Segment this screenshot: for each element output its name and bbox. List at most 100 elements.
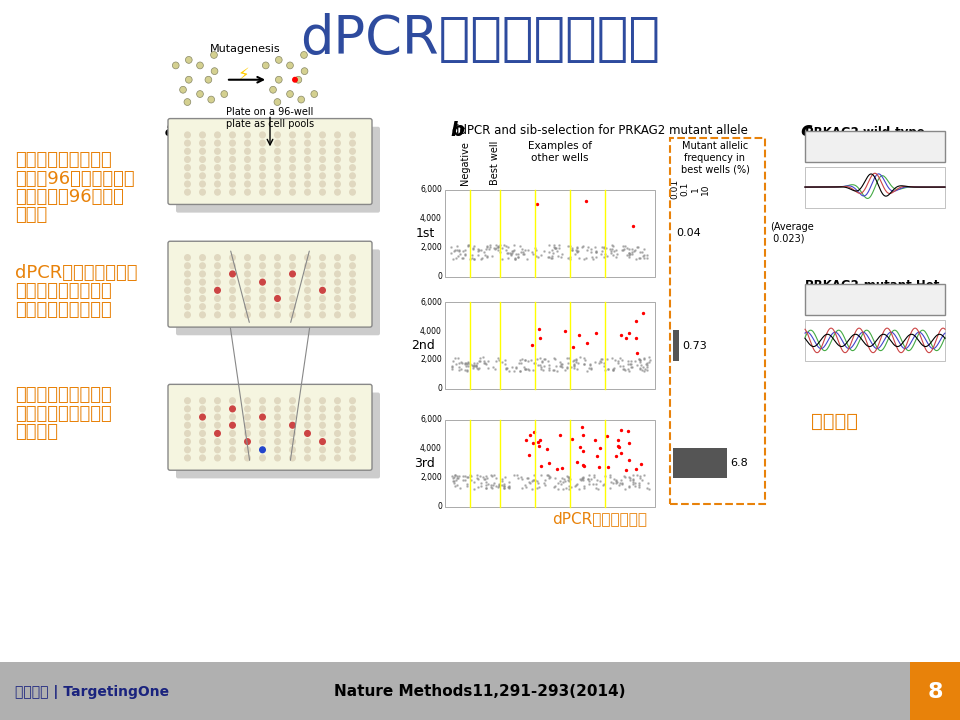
Point	[575, 472, 590, 483]
Point	[568, 354, 584, 365]
Point	[601, 461, 616, 472]
Point	[592, 355, 608, 366]
Circle shape	[200, 312, 205, 318]
Circle shape	[215, 181, 220, 187]
Point	[512, 354, 527, 366]
Circle shape	[260, 414, 265, 420]
Point	[589, 450, 605, 462]
Point	[562, 471, 577, 482]
Bar	[673, 330, 679, 361]
Circle shape	[320, 423, 325, 428]
Circle shape	[215, 165, 220, 171]
Circle shape	[320, 132, 325, 138]
Point	[540, 469, 555, 481]
Point	[569, 241, 585, 253]
Point	[516, 248, 531, 260]
Point	[577, 359, 592, 370]
Text: 4,000: 4,000	[420, 214, 442, 223]
Point	[636, 243, 652, 255]
Point	[451, 245, 467, 256]
Text: T: T	[915, 141, 922, 151]
Point	[594, 241, 610, 253]
Circle shape	[335, 398, 340, 404]
Point	[588, 474, 604, 486]
Point	[461, 361, 476, 372]
Point	[501, 482, 516, 494]
Point	[468, 360, 484, 372]
Point	[469, 249, 485, 261]
Point	[620, 426, 636, 437]
Text: C: C	[822, 294, 828, 305]
Point	[460, 478, 475, 490]
Point	[517, 479, 533, 490]
Circle shape	[211, 68, 218, 75]
Point	[540, 356, 556, 367]
Point	[477, 248, 492, 260]
Point	[535, 355, 550, 366]
Circle shape	[304, 304, 310, 310]
Circle shape	[349, 140, 355, 146]
Point	[496, 239, 512, 251]
Point	[588, 247, 604, 258]
Circle shape	[184, 406, 190, 412]
Text: 挑选突变频率最高的: 挑选突变频率最高的	[15, 282, 111, 300]
Point	[569, 247, 585, 258]
Circle shape	[215, 279, 220, 285]
Point	[505, 246, 520, 257]
Circle shape	[290, 263, 296, 269]
Point	[501, 252, 516, 264]
Point	[497, 472, 513, 483]
Point	[562, 475, 577, 487]
Circle shape	[349, 255, 355, 261]
Point	[465, 360, 480, 372]
Point	[614, 354, 630, 366]
Point	[470, 245, 486, 256]
Point	[457, 248, 472, 260]
Point	[538, 474, 553, 486]
Point	[575, 240, 590, 251]
Circle shape	[275, 263, 280, 269]
Point	[574, 474, 589, 485]
Point	[551, 483, 566, 495]
Point	[529, 482, 544, 494]
Text: 接种到96孔板中培养，: 接种到96孔板中培养，	[15, 170, 134, 188]
Circle shape	[349, 398, 355, 404]
Circle shape	[215, 414, 220, 420]
Circle shape	[229, 181, 235, 187]
Point	[459, 366, 474, 377]
Point	[480, 251, 495, 262]
Point	[569, 246, 585, 257]
Point	[487, 363, 502, 374]
Point	[465, 249, 480, 261]
Point	[565, 355, 581, 366]
Point	[505, 247, 520, 258]
Text: C: C	[870, 294, 876, 305]
Circle shape	[320, 181, 325, 187]
Point	[526, 474, 541, 486]
Circle shape	[290, 431, 296, 436]
Point	[514, 472, 529, 483]
Circle shape	[260, 271, 265, 276]
Text: G: G	[926, 141, 933, 151]
Point	[597, 471, 612, 482]
Circle shape	[290, 312, 296, 318]
Text: a: a	[165, 121, 179, 140]
Point	[505, 245, 520, 256]
Circle shape	[229, 148, 235, 154]
Point	[488, 240, 503, 251]
Point	[483, 469, 498, 480]
Point	[532, 353, 547, 364]
Circle shape	[262, 62, 269, 69]
Point	[587, 469, 602, 481]
Point	[577, 358, 592, 369]
Point	[537, 477, 552, 489]
Circle shape	[200, 455, 205, 461]
Point	[577, 482, 592, 494]
Circle shape	[320, 148, 325, 154]
Circle shape	[200, 132, 205, 138]
Circle shape	[349, 132, 355, 138]
Point	[527, 357, 542, 369]
Circle shape	[245, 287, 251, 293]
Circle shape	[290, 438, 296, 444]
Point	[498, 240, 514, 252]
